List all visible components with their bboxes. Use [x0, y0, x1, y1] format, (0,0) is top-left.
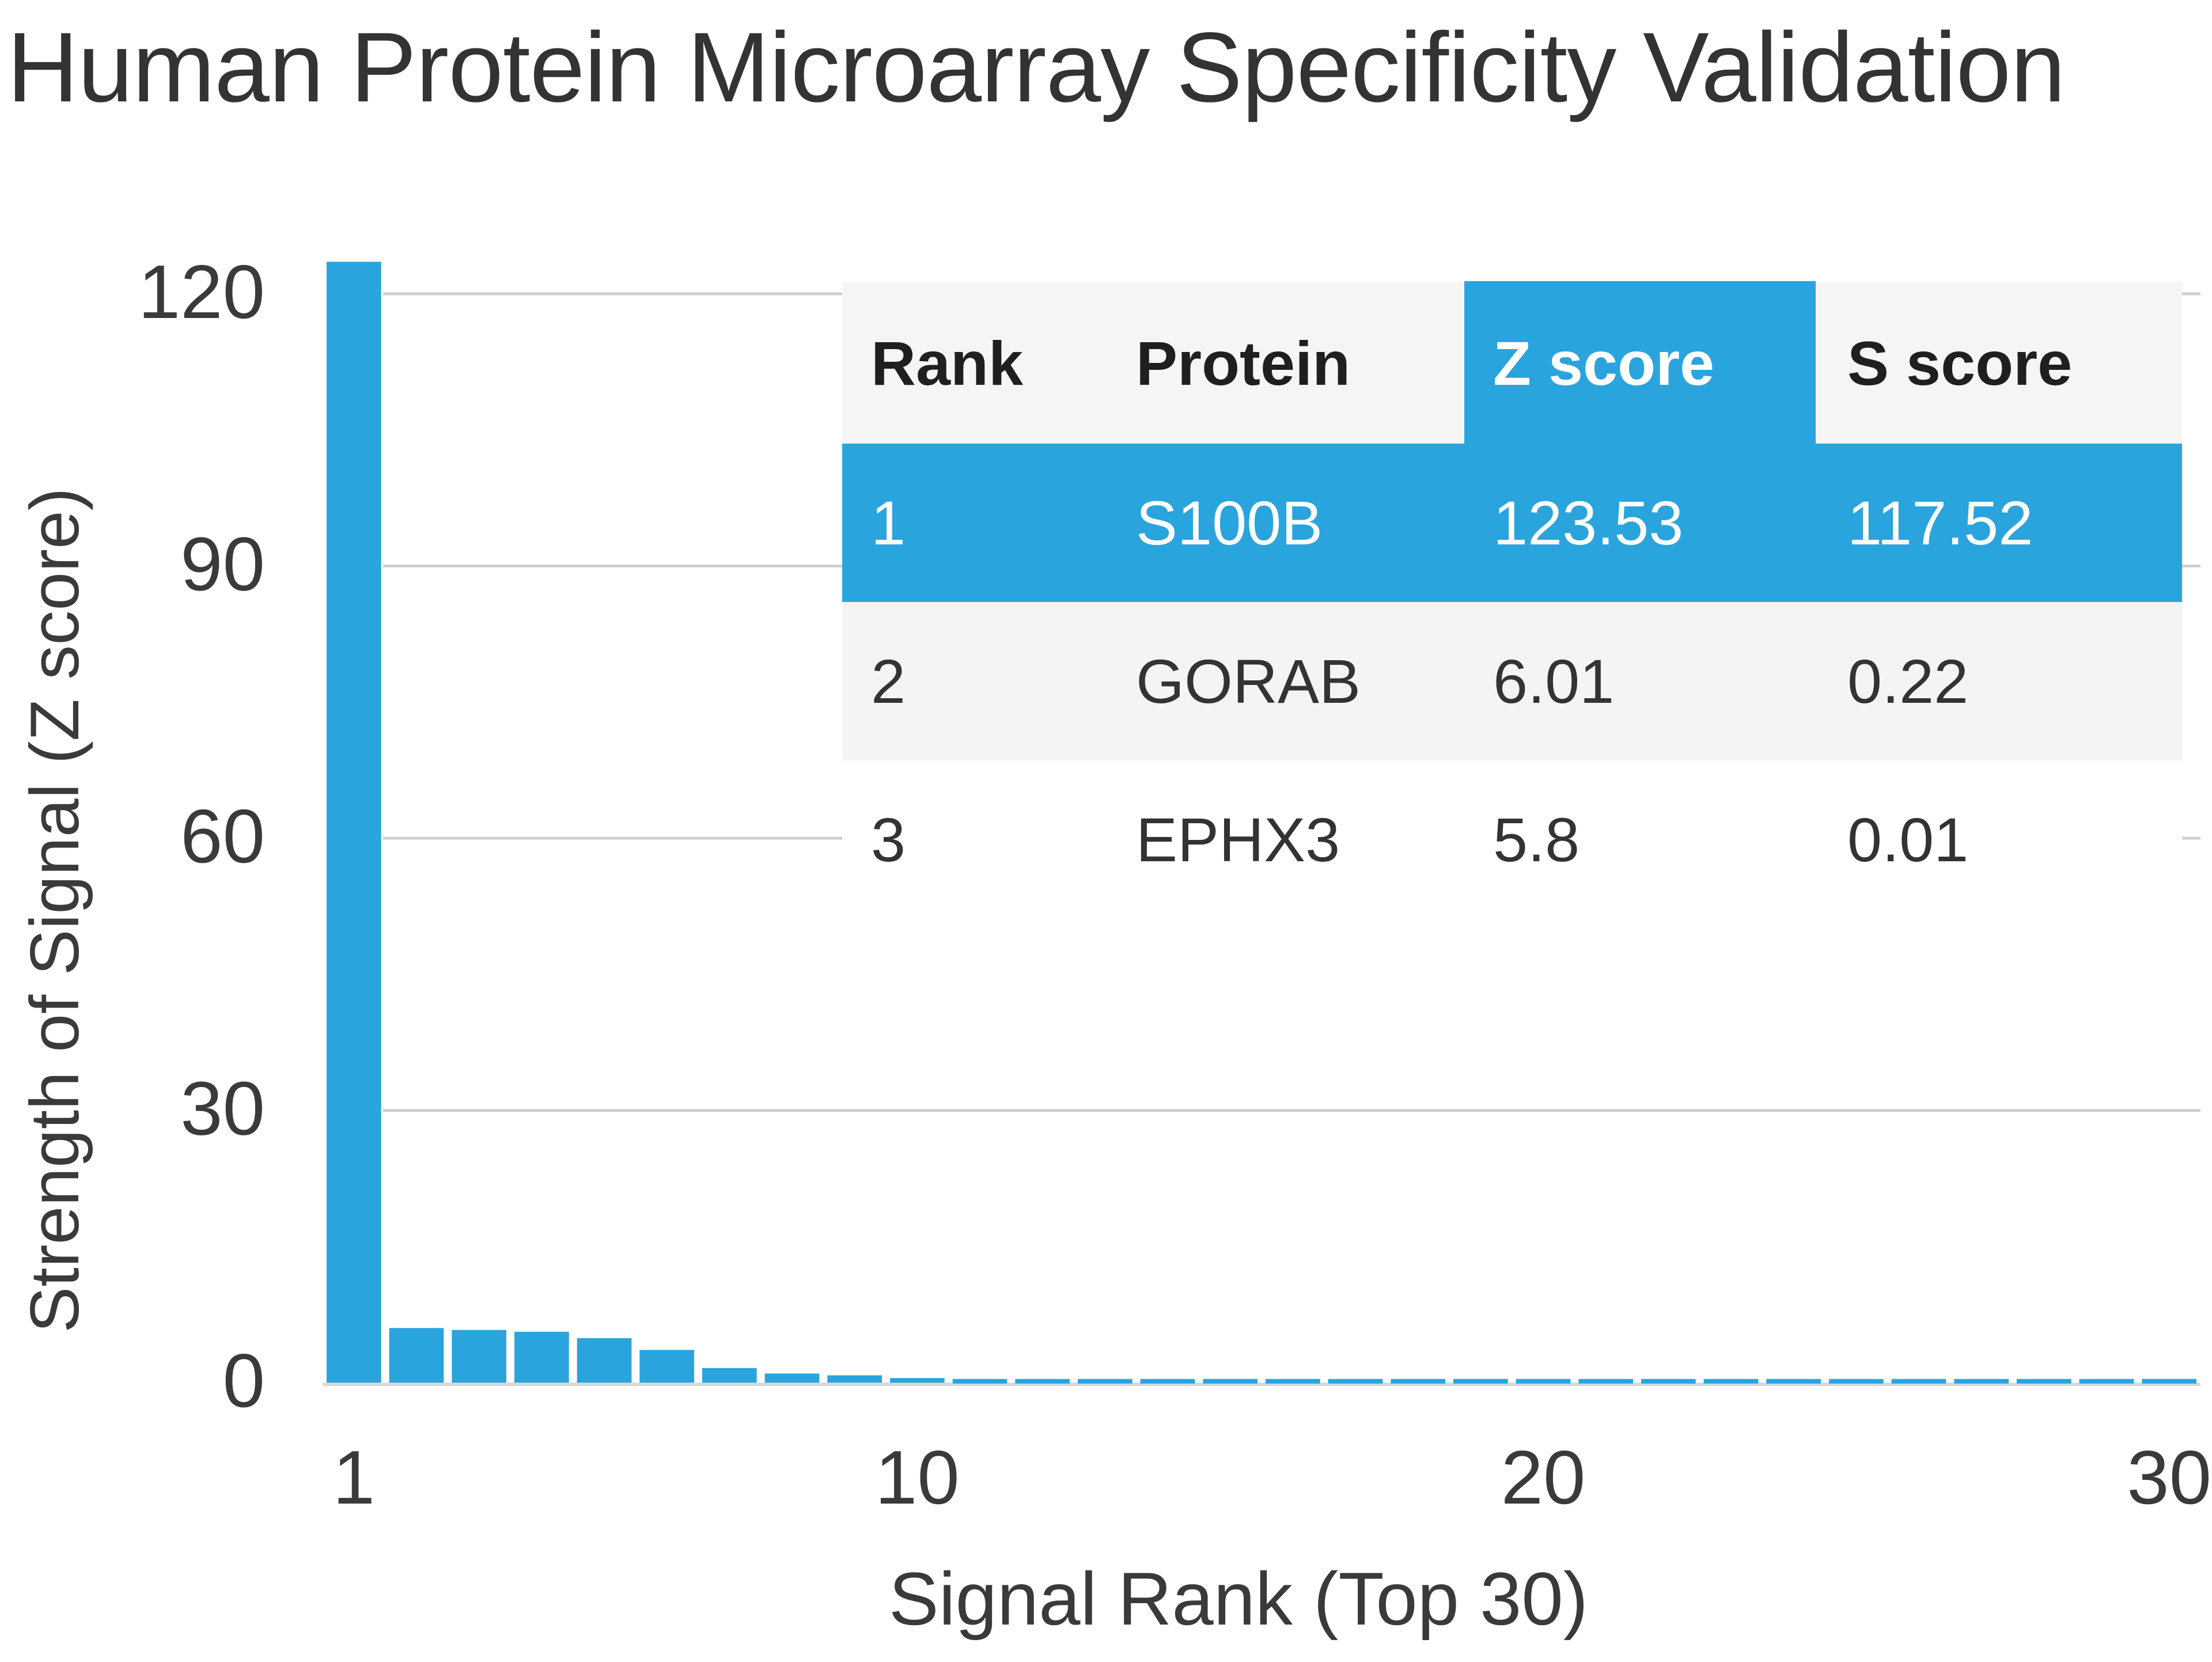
bar	[577, 1338, 632, 1383]
z-score-cell: 5.8	[1493, 805, 1580, 874]
protein-cell: S100B	[1136, 488, 1323, 558]
z-score-cell: 6.01	[1493, 646, 1615, 716]
y-tick-label: 90	[180, 522, 265, 607]
header-s-score: S score	[1847, 328, 2073, 398]
protein-cell: GORAB	[1136, 646, 1361, 716]
bar	[952, 1379, 1007, 1384]
chart-title: Human Protein Microarray Specificity Val…	[7, 12, 2066, 123]
bar	[2017, 1379, 2071, 1384]
bar	[1516, 1379, 1571, 1384]
bar	[327, 262, 381, 1383]
s-score-cell: 117.52	[1847, 488, 2033, 558]
table-row: 1 S100B 123.53 117.52	[842, 444, 2182, 602]
bar	[389, 1328, 444, 1383]
table-header-row: Rank Protein Z score S score	[842, 281, 2182, 444]
bar	[1954, 1379, 2009, 1384]
header-z-score: Z score	[1493, 328, 1715, 398]
bar	[1703, 1379, 1759, 1384]
bar	[1266, 1379, 1320, 1384]
bar	[1578, 1379, 1633, 1384]
bar	[764, 1373, 820, 1383]
bar	[1140, 1379, 1195, 1384]
bar	[1829, 1379, 1884, 1384]
bar	[514, 1331, 569, 1383]
s-score-cell: 0.22	[1847, 646, 1969, 716]
z-score-header-highlight	[1464, 281, 1816, 444]
x-tick-label: 10	[875, 1435, 960, 1520]
header-rank: Rank	[871, 328, 1024, 398]
y-tick-label: 30	[180, 1066, 265, 1151]
rank-cell: 1	[871, 488, 906, 558]
z-score-cell: 123.53	[1493, 488, 1684, 558]
bar	[702, 1368, 757, 1383]
bar	[890, 1378, 945, 1383]
x-tick-label: 30	[2127, 1435, 2211, 1520]
bar	[2142, 1379, 2196, 1384]
bar	[1391, 1379, 1445, 1384]
bar	[452, 1330, 506, 1383]
y-tick-label: 120	[138, 249, 265, 334]
rank-cell: 2	[871, 646, 906, 716]
header-protein: Protein	[1136, 328, 1351, 398]
protein-cell: EPHX3	[1136, 805, 1340, 874]
table-row: 2 GORAB 6.01 0.22	[842, 602, 2182, 760]
x-axis-label: Signal Rank (Top 30)	[889, 1557, 1588, 1641]
s-score-cell: 0.01	[1847, 805, 1969, 874]
rank-cell: 3	[871, 805, 906, 874]
bar	[1328, 1379, 1383, 1384]
bar	[1891, 1379, 1946, 1384]
y-tick-labels: 0 30 60 90 120	[138, 249, 265, 1423]
x-tick-label: 20	[1501, 1435, 1586, 1520]
x-tick-labels: 1 10 20 30	[333, 1435, 2211, 1520]
bar	[1078, 1379, 1132, 1384]
y-tick-label: 0	[223, 1338, 265, 1423]
bar	[1766, 1379, 1821, 1384]
bar	[1203, 1379, 1257, 1384]
bar	[639, 1350, 694, 1383]
bar	[1641, 1379, 1696, 1384]
bar	[2079, 1379, 2134, 1384]
bar	[827, 1375, 882, 1383]
bars	[327, 262, 2196, 1384]
x-tick-label: 1	[333, 1435, 375, 1520]
y-tick-label: 60	[180, 794, 265, 879]
table-row: 3 EPHX3 5.8 0.01	[842, 760, 2182, 919]
y-axis-label: Strength of Signal (Z score)	[16, 487, 93, 1333]
bar	[1453, 1379, 1508, 1384]
bar	[1015, 1379, 1070, 1384]
